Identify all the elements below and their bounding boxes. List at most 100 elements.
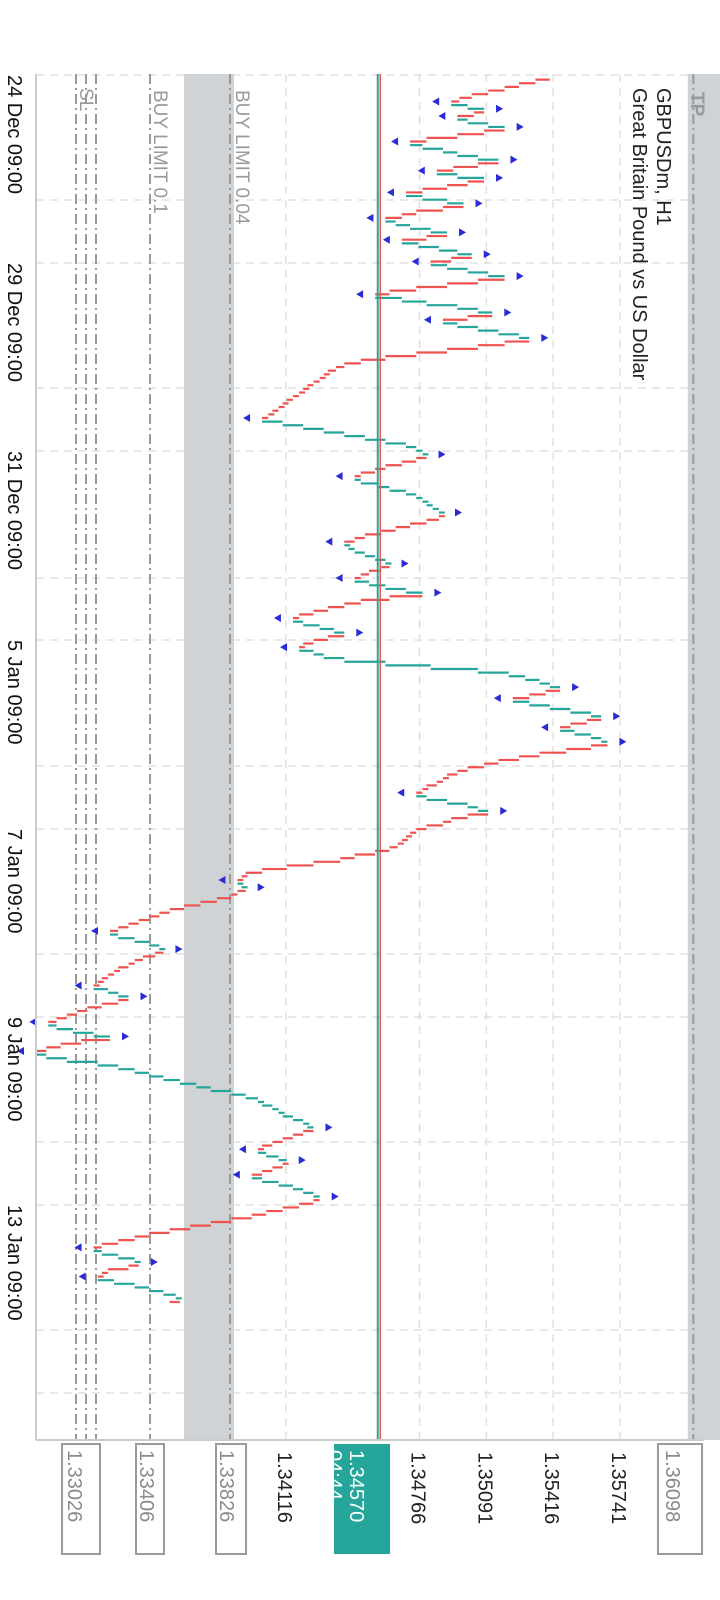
buy-limit-004-price: 1.33826 (215, 1450, 237, 1522)
buy-limit-01-label-wrap: BUY LIMIT 0.1 (149, 90, 170, 214)
price-tick-label: 1.34766 (407, 1452, 429, 1524)
buy-limit-004-price-box[interactable]: 1.33826 (215, 1443, 247, 1555)
fractal-markers (17, 97, 627, 1281)
axes: 1.35741 1.35416 1.35091 1.34766 1.34116 24 De… (3, 74, 704, 1524)
fractal-up-marker (496, 173, 504, 182)
candles (36, 78, 608, 1304)
fractal-up-marker (459, 228, 467, 237)
buy-limit-01-price-box[interactable]: 1.33406 (135, 1443, 165, 1555)
fractal-up-marker (325, 1123, 333, 1132)
fractal-down-marker (232, 1170, 240, 1179)
fractal-down-marker (493, 694, 501, 703)
buy-limit-004-label-wrap: BUY LIMIT 0.04 (231, 90, 252, 225)
fractal-up-marker (298, 1156, 306, 1165)
current-price-box: 1.34570 04:44 (323, 1444, 390, 1554)
fractal-up-marker (516, 122, 524, 131)
buy-limit-01-label: BUY LIMIT 0.1 (149, 90, 170, 214)
date-tick-label: 7 Jan 09:00 (3, 829, 25, 934)
date-tick-wrap: 9 Jan 09:00 (3, 1017, 25, 1122)
fractal-down-marker (78, 1272, 86, 1281)
price-tick-wrap: 1.34766 (407, 1452, 429, 1524)
fractal-up-marker (121, 1032, 129, 1041)
price-tick-wrap: 1.34116 (273, 1452, 295, 1523)
date-tick-label: 29 Dec 09:00 (3, 263, 25, 382)
order-bands (184, 74, 720, 1440)
fractal-up-marker (438, 450, 446, 459)
tp-price: 1.36098 (661, 1450, 683, 1522)
date-tick-label: 9 Jan 09:00 (3, 1017, 25, 1122)
fractal-up-marker (175, 945, 183, 954)
fractal-up-marker (541, 333, 549, 342)
fractal-down-marker (74, 981, 82, 990)
price-tick-wrap: 1.35416 (540, 1452, 562, 1524)
fractal-down-marker (432, 97, 440, 106)
fractal-down-marker (335, 574, 343, 583)
date-tick-label: 24 Dec 09:00 (3, 75, 25, 194)
price-tick-label: 1.35091 (473, 1452, 495, 1524)
fractal-up-marker (475, 199, 483, 208)
fractal-up-marker (331, 1192, 339, 1201)
fractal-up-marker (356, 628, 364, 637)
sl-label: SL (75, 88, 96, 111)
fractal-down-marker (29, 1017, 37, 1026)
date-tick-wrap: 7 Jan 09:00 (3, 829, 25, 934)
fractal-down-marker (391, 137, 399, 146)
tp-label: TP (686, 92, 707, 117)
tp-price-box[interactable]: 1.36098 (657, 1443, 703, 1555)
fractal-down-marker (238, 1145, 246, 1154)
chart-header: GBPUSDm, H1 Great Britain Pound vs US Do… (628, 88, 674, 381)
price-tick-wrap: 1.35091 (473, 1452, 495, 1524)
date-tick-wrap: 31 Dec 09:00 (3, 451, 25, 570)
price-tick-wrap: 1.35741 (607, 1452, 629, 1524)
fractal-down-marker (17, 1046, 24, 1055)
fractal-up-marker (516, 272, 524, 281)
fractal-up-marker (483, 250, 491, 259)
current-price-value: 1.34570 (345, 1450, 367, 1522)
fractal-down-marker (423, 315, 431, 324)
price-tick-label: 1.35416 (540, 1452, 562, 1524)
current-price-line (376, 74, 381, 1440)
fractal-down-marker (438, 112, 446, 121)
buy-limit-band (184, 74, 234, 1440)
date-tick-wrap: 29 Dec 09:00 (3, 263, 25, 382)
fractal-up-marker (257, 883, 265, 892)
symbol-description: Great Britain Pound vs US Dollar (628, 88, 650, 381)
order-level-lines (75, 74, 695, 1440)
fractal-down-marker (280, 643, 288, 652)
fractal-down-marker (90, 926, 98, 935)
current-price-timer: 04:44 (323, 1450, 345, 1500)
date-tick-wrap: 13 Jan 09:00 (3, 1205, 25, 1321)
sl-price: 1.33026 (63, 1450, 85, 1522)
date-tick-wrap: 5 Jan 09:00 (3, 640, 25, 745)
fractal-up-marker (496, 104, 504, 113)
fractal-down-marker (356, 290, 364, 299)
sl-price-box[interactable]: 1.33026 (61, 1443, 101, 1555)
date-tick-wrap: 24 Dec 09:00 (3, 75, 25, 194)
fractal-up-marker (619, 737, 627, 746)
fractal-up-marker (140, 992, 148, 1001)
fractal-up-marker (454, 508, 462, 517)
tp-label-wrap: TP (686, 92, 707, 117)
price-tick-label: 1.34116 (273, 1452, 295, 1523)
fractal-up-marker (500, 806, 508, 815)
date-tick-label: 13 Jan 09:00 (3, 1205, 25, 1321)
fractal-up-marker (510, 155, 518, 164)
fractal-up-marker (434, 588, 442, 597)
buy-limit-01-price: 1.33406 (135, 1450, 157, 1522)
fractal-down-marker (366, 213, 374, 222)
fractal-down-marker (325, 537, 333, 546)
symbol-title: GBPUSDm, H1 (652, 88, 674, 226)
date-tick-label: 31 Dec 09:00 (3, 451, 25, 570)
fractal-down-marker (382, 235, 390, 244)
price-tick-label: 1.35741 (607, 1452, 629, 1524)
buy-limit-004-label: BUY LIMIT 0.04 (231, 90, 252, 225)
fractal-down-marker (335, 472, 343, 481)
fractal-up-marker (150, 1257, 158, 1266)
fractal-down-marker (386, 188, 394, 197)
sl-label-wrap: SL (75, 88, 96, 111)
fractal-down-marker (218, 875, 226, 884)
fractal-down-marker (74, 1243, 82, 1252)
date-tick-label: 5 Jan 09:00 (3, 640, 25, 745)
fractal-down-marker (273, 614, 281, 623)
